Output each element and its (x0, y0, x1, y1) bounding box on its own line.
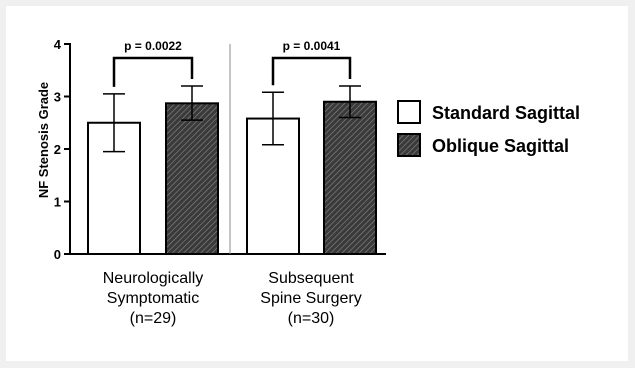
x-group-label-line: Subsequent (268, 270, 354, 287)
legend-label-oblique: Oblique Sagittal (432, 136, 569, 156)
x-group-label-line: Spine Surgery (260, 290, 361, 307)
legend: Standard Sagittal Oblique Sagittal (397, 100, 580, 157)
legend-label-standard: Standard Sagittal (432, 103, 580, 123)
significance-annotations: p = 0.0022 p = 0.0041 (112, 39, 352, 87)
legend-swatch-standard (397, 100, 421, 124)
bar-oblique-sagittal-1 (165, 102, 219, 255)
y-tick-label: 1 (54, 195, 61, 210)
y-tick-label: 2 (54, 142, 61, 157)
legend-swatch-oblique (397, 133, 421, 157)
p-value-label: p = 0.0041 (283, 39, 341, 53)
y-tick-label: 4 (54, 37, 62, 52)
x-group-label-line: (n=29) (130, 310, 177, 327)
bars-layer (87, 85, 377, 255)
x-axis-labels: Neurologically Symptomatic (n=29) Subsequen… (103, 270, 362, 327)
bar-oblique-sagittal-2 (323, 100, 377, 255)
x-group-label-line: (n=30) (288, 310, 335, 327)
x-group-label-line: Neurologically (103, 270, 204, 287)
significance-bracket (112, 56, 194, 87)
y-tick-label: 3 (54, 90, 61, 105)
p-value-label: p = 0.0022 (124, 39, 182, 53)
y-tick-label: 0 (54, 247, 61, 262)
y-axis-label: NF Stenosis Grade (36, 82, 51, 198)
significance-bracket (271, 56, 352, 86)
x-group-label-line: Symptomatic (107, 290, 199, 307)
